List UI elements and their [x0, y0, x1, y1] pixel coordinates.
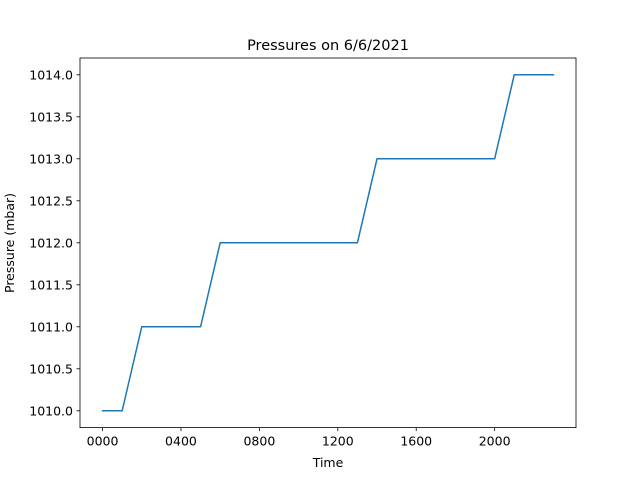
- x-axis-label: Time: [312, 455, 344, 470]
- x-tick-label: 1600: [400, 434, 432, 449]
- y-tick-label: 1012.0: [29, 235, 73, 250]
- x-tick-label: 0800: [243, 434, 275, 449]
- y-axis-label: Pressure (mbar): [2, 193, 17, 293]
- x-tick-label: 0000: [87, 434, 119, 449]
- x-tick-label: 0400: [165, 434, 197, 449]
- y-tick-label: 1010.5: [29, 361, 73, 376]
- y-tick-label: 1013.0: [29, 151, 73, 166]
- y-axis: 1010.0 1010.5 1011.0 1011.5 1012.0 1012.5 1013…: [29, 67, 80, 418]
- series-layer: [101, 74, 555, 412]
- y-tick-label: 1011.0: [29, 319, 73, 334]
- y-tick-label: 1013.5: [29, 109, 73, 124]
- x-tick-label: 2000: [479, 434, 511, 449]
- chart-title: Pressures on 6/6/2021: [247, 38, 409, 54]
- x-tick-label: 1200: [322, 434, 354, 449]
- y-tick-label: 1014.0: [29, 67, 73, 82]
- y-tick-label: 1012.5: [29, 193, 73, 208]
- y-tick-label: 1011.5: [29, 277, 73, 292]
- series-line-0: [101, 74, 555, 412]
- y-tick-label: 1010.0: [29, 403, 73, 418]
- x-axis: 0000 0400 0800 1200 1600 2000: [87, 427, 511, 449]
